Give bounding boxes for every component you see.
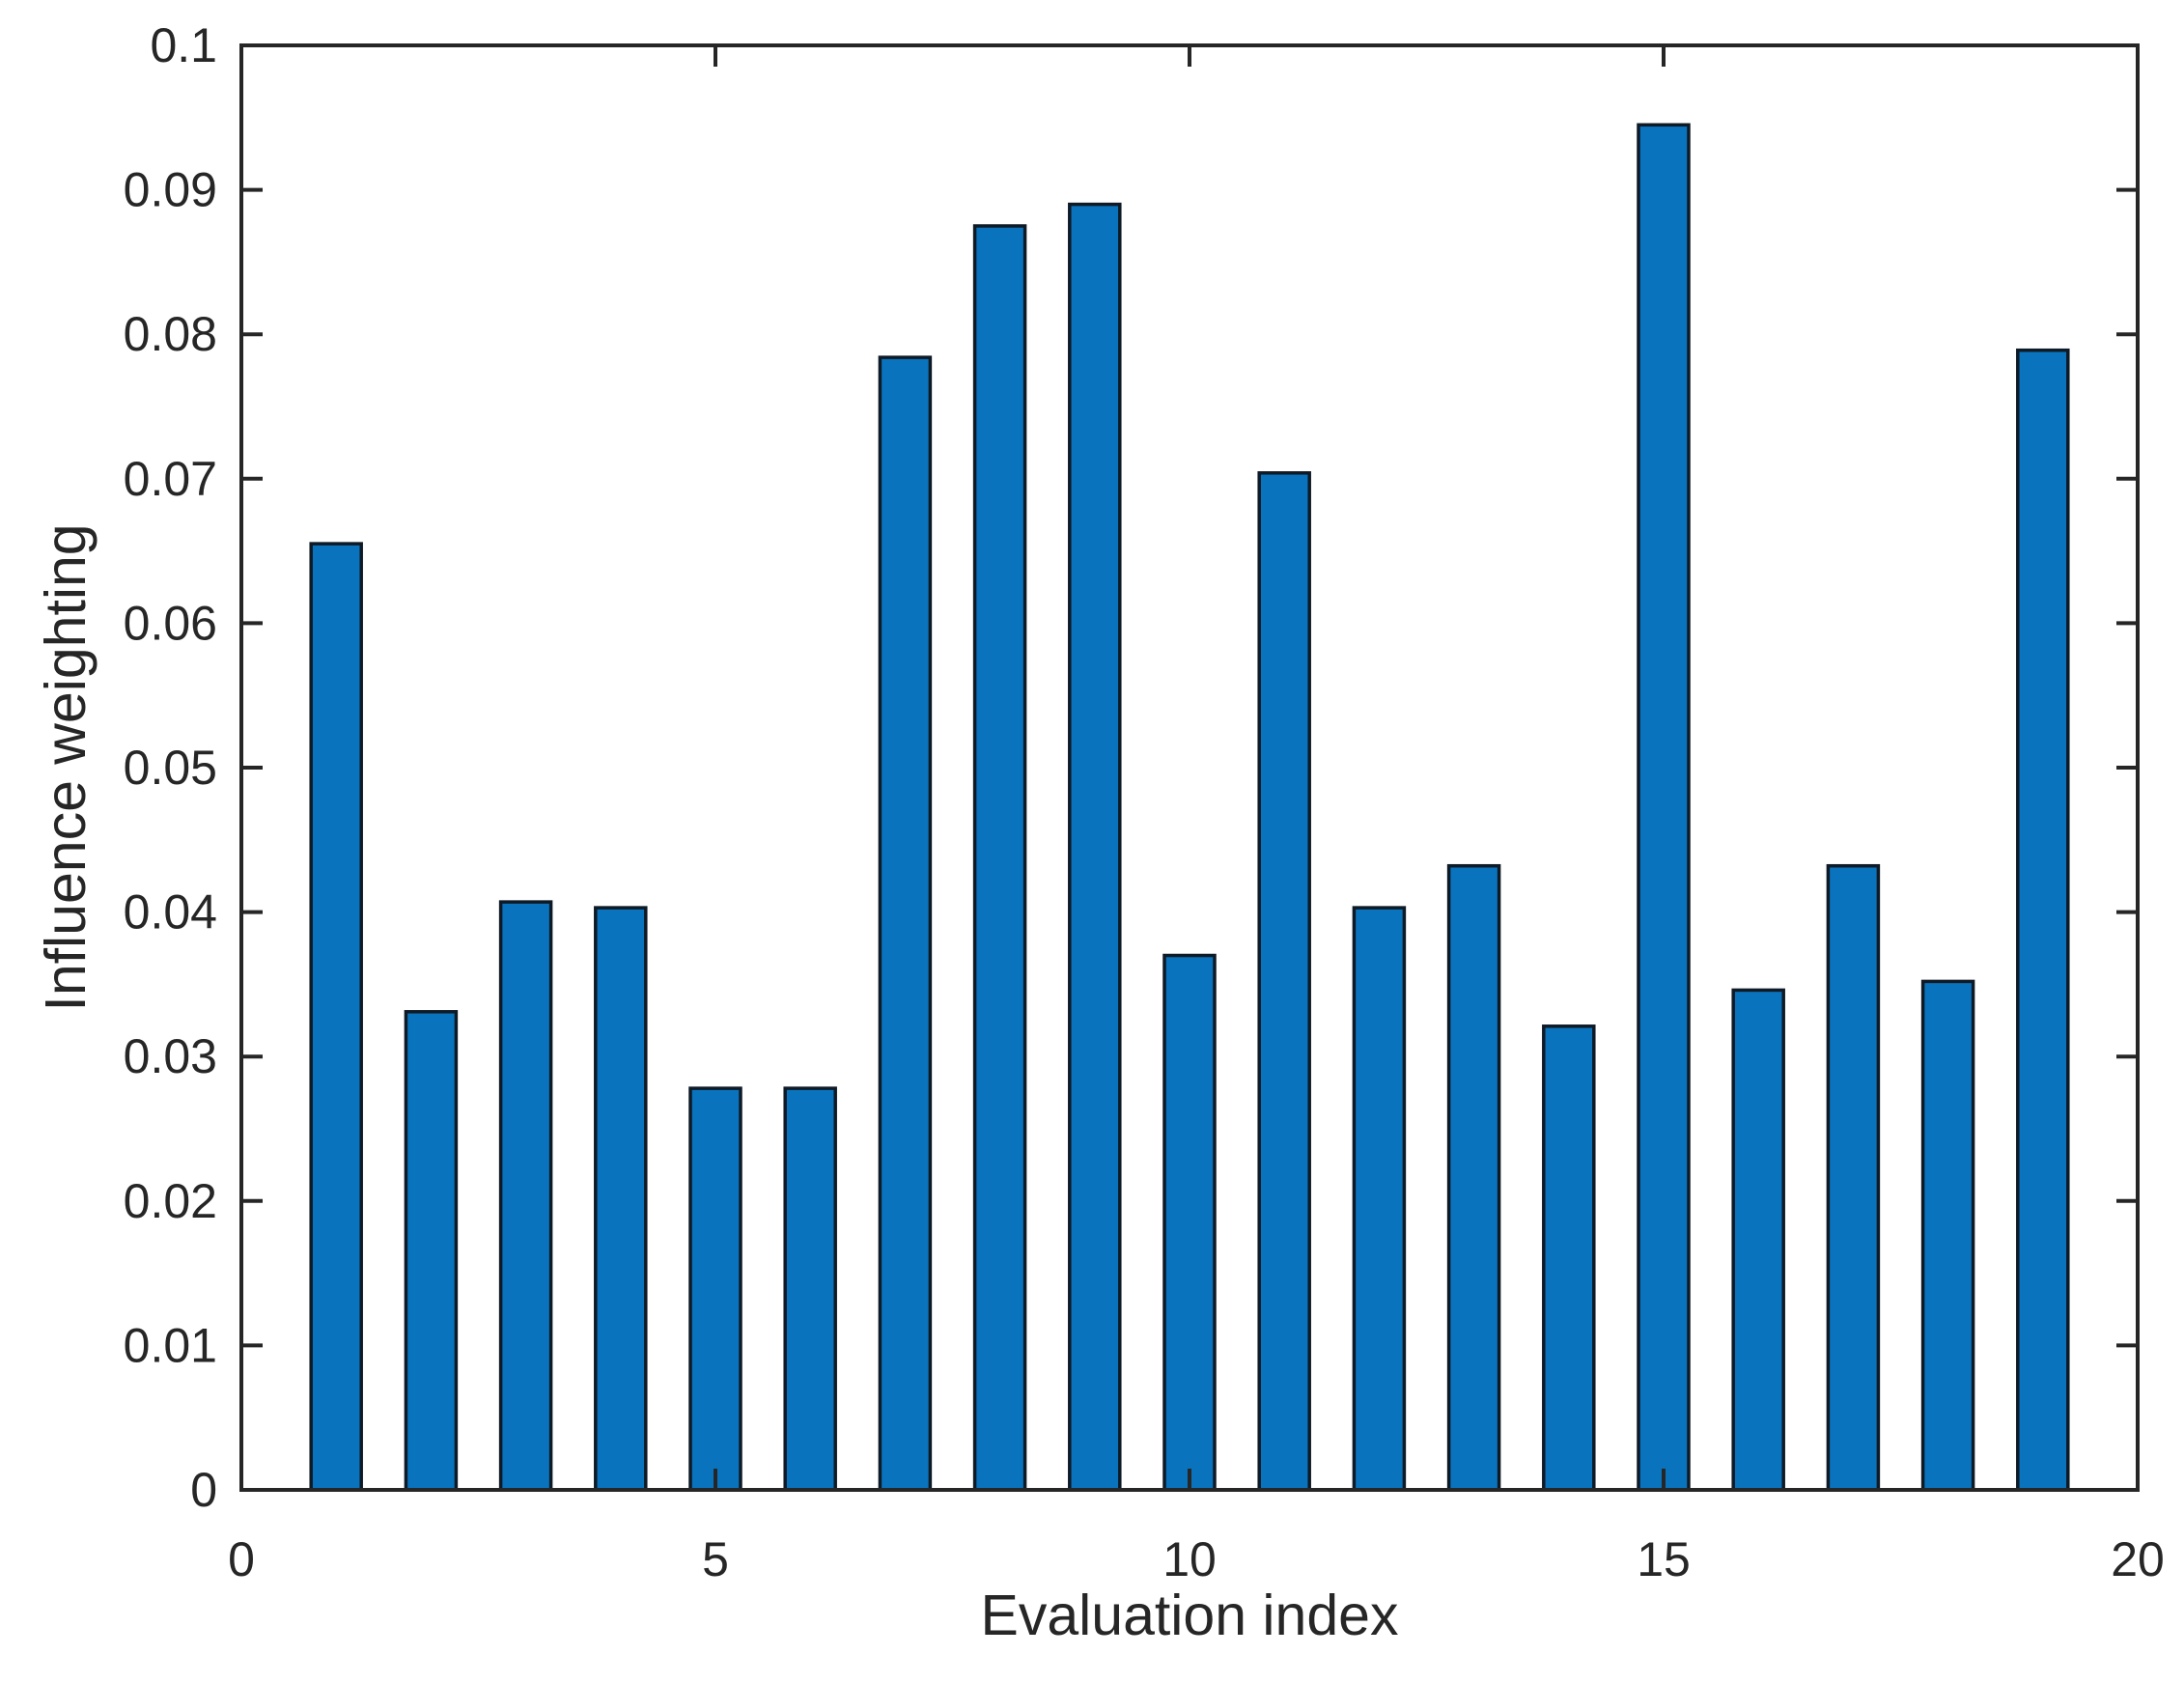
y-tick-label: 0 [190,1463,217,1517]
bar-4 [594,906,648,1492]
y-tick-label: 0.01 [124,1318,217,1372]
bar-9 [1068,202,1122,1492]
y-tick-label: 0.08 [124,307,217,361]
bar-17 [1826,863,1881,1492]
bar-1 [309,542,363,1492]
x-tick-label: 10 [1162,1532,1217,1586]
x-axis-label: Evaluation index [981,1584,1399,1647]
bar-18 [1920,979,1975,1492]
bar-7 [878,355,933,1492]
bar-10 [1162,953,1217,1492]
bar-19 [2016,348,2070,1492]
y-axis-label: Influence weighting [34,523,98,1011]
y-tick-label: 0.06 [124,596,217,650]
bar-13 [1446,863,1501,1492]
bar-16 [1731,988,1785,1492]
y-tick-label: 0.09 [124,163,217,217]
bar-5 [688,1086,742,1492]
x-tick-label: 5 [702,1532,729,1586]
bar-12 [1352,906,1407,1492]
y-tick-label: 0.07 [124,452,217,506]
y-tick-label: 0.03 [124,1029,217,1083]
bar-8 [972,224,1027,1492]
x-tick-label: 15 [1637,1532,1691,1586]
bar-15 [1637,123,1691,1492]
bar-3 [498,900,553,1492]
x-tick-label: 20 [2111,1532,2165,1586]
y-tick-label: 0.02 [124,1174,217,1228]
x-tick-label: 0 [228,1532,255,1586]
y-tick-label: 0.1 [150,18,217,72]
y-tick-label: 0.05 [124,741,217,795]
bar-2 [404,1010,459,1492]
bar-14 [1542,1024,1596,1492]
bar-11 [1257,471,1311,1492]
y-tick-label: 0.04 [124,885,217,940]
bar-6 [783,1086,837,1492]
